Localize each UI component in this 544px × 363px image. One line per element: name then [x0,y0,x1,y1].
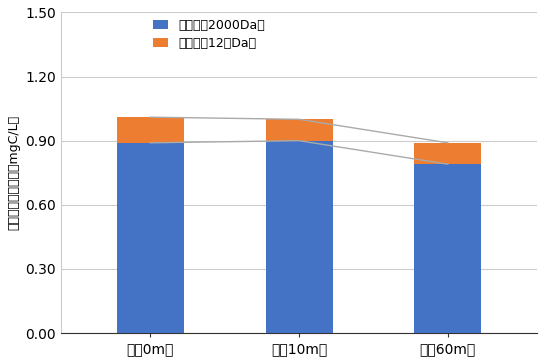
Bar [265,119,332,141]
Legend: 低分子（2000Da）, 高分子（12万Da）: 低分子（2000Da）, 高分子（12万Da） [153,19,265,50]
Y-axis label: 溶存有機炭素濃度（mgC/L）: 溶存有機炭素濃度（mgC/L） [7,115,20,230]
Bar [117,117,184,143]
Bar [415,143,481,164]
Bar [265,141,332,333]
Bar [117,143,184,333]
Bar [415,164,481,333]
